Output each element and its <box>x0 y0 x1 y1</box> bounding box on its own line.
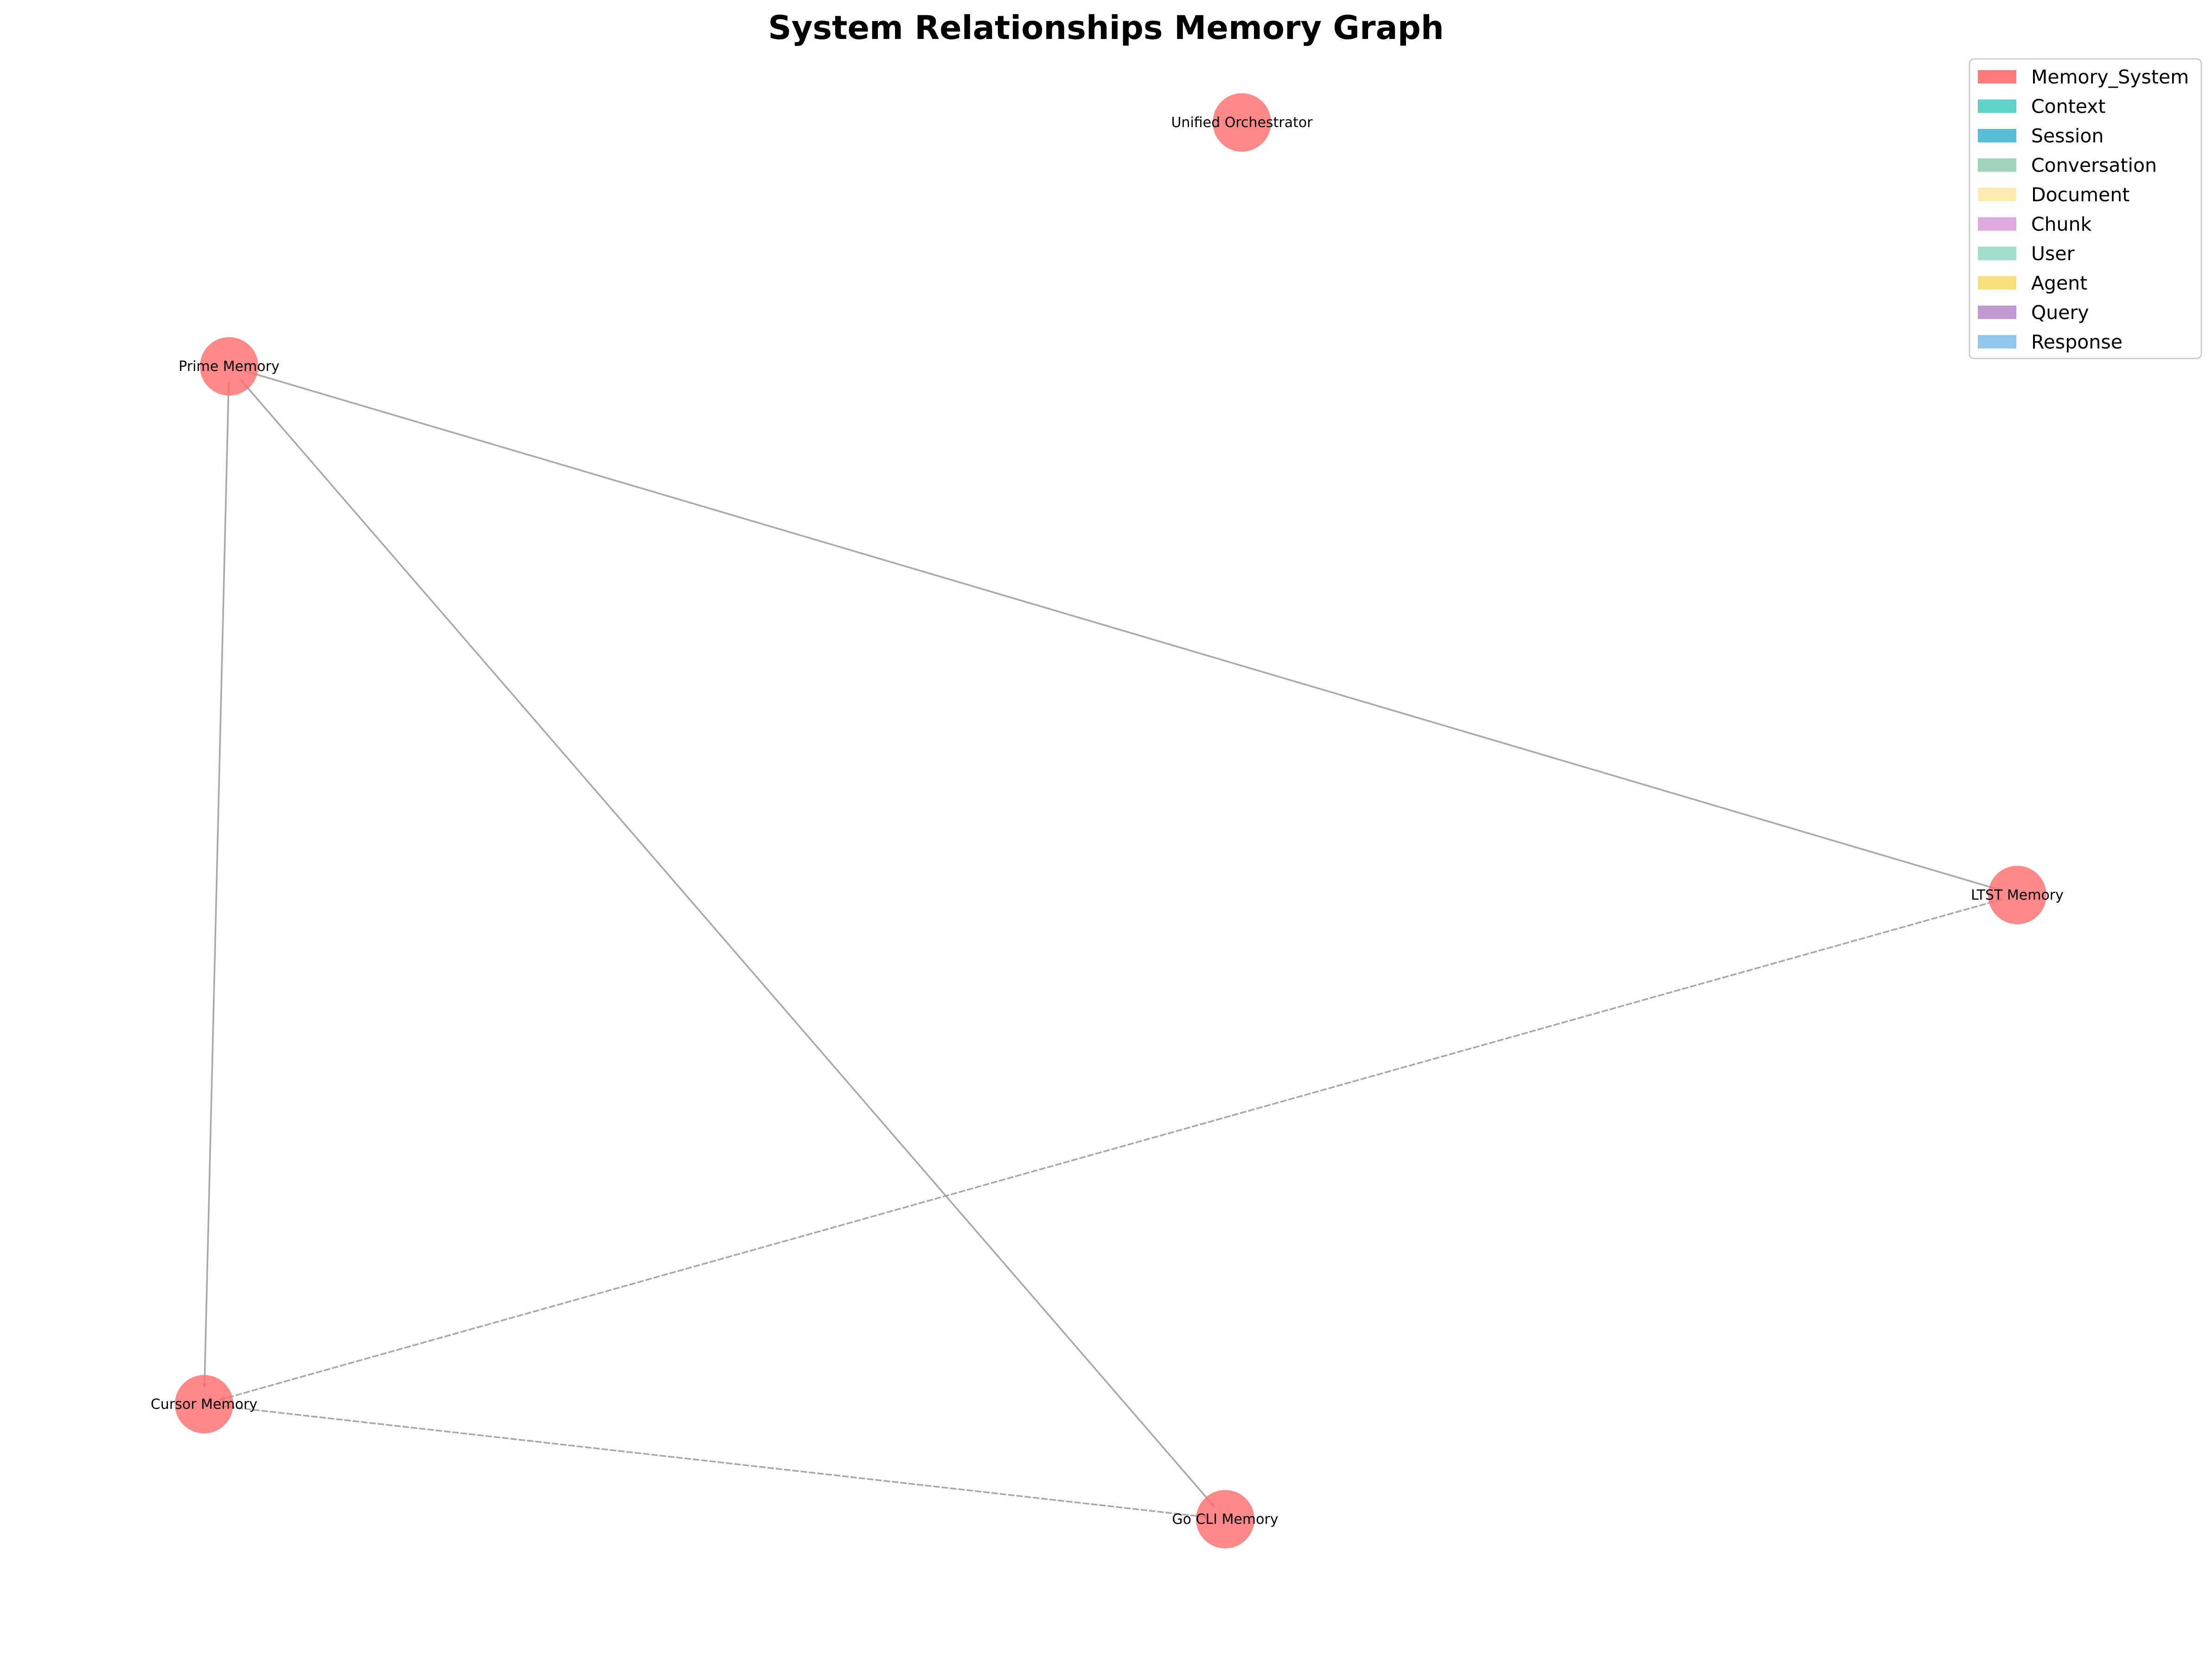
node-label-prime: Prime Memory <box>179 358 279 375</box>
node-prime[interactable] <box>200 337 258 396</box>
node-gocli[interactable] <box>1196 1490 1254 1548</box>
legend-swatch-memory-system <box>1978 70 2016 83</box>
legend-items: Memory_System Context Session Conversation D… <box>1978 66 2189 353</box>
legend: Memory_System Context Session Conversation D… <box>1969 58 2202 359</box>
nodes-layer <box>175 93 2046 1548</box>
legend-label-chunk: Chunk <box>2031 213 2092 236</box>
node-ltst[interactable] <box>1988 866 2046 924</box>
edge-prime-to-cursor <box>202 382 230 1388</box>
node-cursor[interactable] <box>175 1375 233 1433</box>
node-label-cursor: Cursor Memory <box>151 1396 257 1413</box>
legend-label-user: User <box>2031 243 2075 265</box>
node-unified[interactable] <box>1213 93 1271 152</box>
edges-layer <box>202 370 2002 1519</box>
legend-swatch-document <box>1978 188 2016 201</box>
node-label-gocli: Go CLI Memory <box>1172 1511 1278 1528</box>
node-label-unified: Unified Orchestrator <box>1171 115 1313 131</box>
legend-label-agent: Agent <box>2031 272 2087 294</box>
legend-label-memory-system: Memory_System <box>2031 66 2189 88</box>
legend-label-conversation: Conversation <box>2031 154 2157 177</box>
legend-swatch-query <box>1978 306 2016 319</box>
legend-swatch-agent <box>1978 276 2016 290</box>
legend-swatch-context <box>1978 99 2016 113</box>
legend-swatch-session <box>1978 129 2016 142</box>
legend-label-response: Response <box>2031 331 2122 353</box>
node-labels-layer: Unified Orchestrator Prime Memory LTST Mem… <box>151 115 2064 1528</box>
legend-label-context: Context <box>2031 96 2106 118</box>
legend-label-query: Query <box>2031 301 2089 324</box>
edge-prime-to-ltst <box>244 370 2002 892</box>
legend-swatch-user <box>1978 247 2016 260</box>
legend-frame <box>1969 58 2202 359</box>
graph-title: System Relationships Memory Graph <box>768 9 1444 47</box>
legend-label-session: Session <box>2031 125 2103 147</box>
legend-swatch-conversation <box>1978 158 2016 172</box>
legend-swatch-response <box>1978 335 2016 349</box>
edge-cursor-to-gocli <box>220 1405 1209 1519</box>
legend-swatch-chunk <box>1978 217 2016 231</box>
edge-prime-to-gocli <box>239 378 1215 1508</box>
node-label-ltst: LTST Memory <box>1971 887 2064 903</box>
legend-label-document: Document <box>2031 184 2129 206</box>
